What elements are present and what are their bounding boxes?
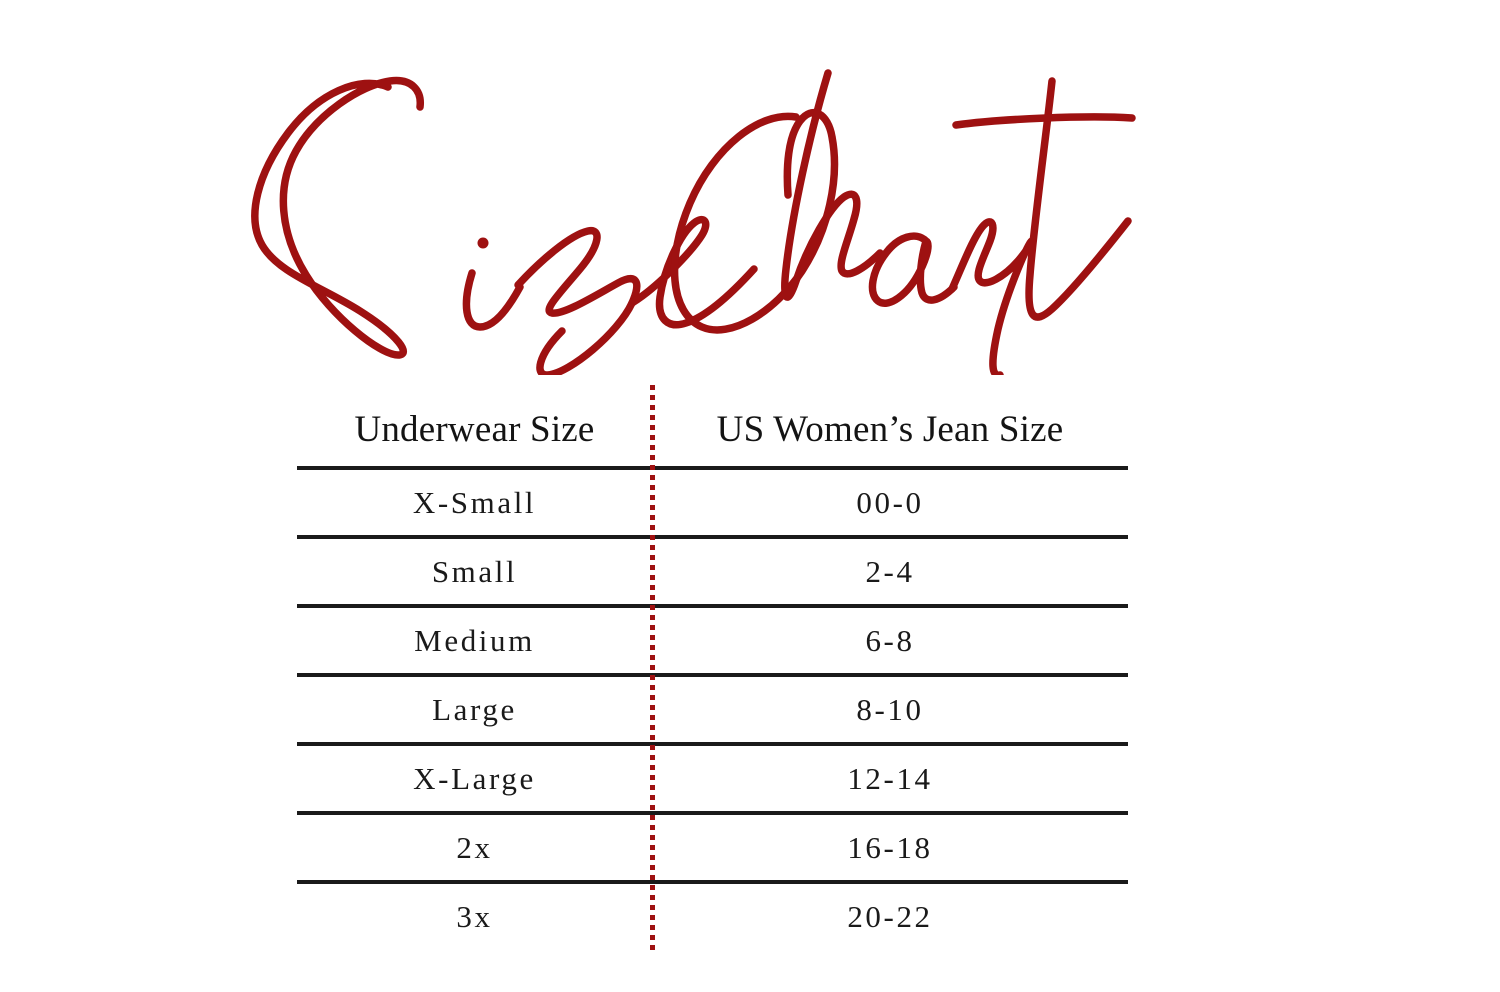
size-chart-table: Underwear Size US Women’s Jean Size X-Sm… xyxy=(297,392,1128,949)
divider-dash xyxy=(650,805,655,810)
cell-underwear-size: X-Large xyxy=(413,761,536,796)
divider-dash xyxy=(650,545,655,550)
divider-dash xyxy=(650,725,655,730)
cell-jean-size: 2-4 xyxy=(865,554,915,589)
divider-dash xyxy=(650,675,655,680)
table-rule xyxy=(297,673,1128,677)
divider-dash xyxy=(650,785,655,790)
divider-dash xyxy=(650,925,655,930)
cell-jean-size: 6-8 xyxy=(865,623,915,658)
table-rule xyxy=(297,604,1128,608)
divider-dash xyxy=(650,485,655,490)
divider-dash xyxy=(650,585,655,590)
divider-dash xyxy=(650,695,655,700)
divider-dash xyxy=(650,665,655,670)
table-header-row: Underwear Size US Women’s Jean Size xyxy=(297,392,1128,466)
divider-dash xyxy=(650,535,655,540)
table-row: Large 8-10 xyxy=(297,677,1128,742)
divider-dash xyxy=(650,775,655,780)
cell-underwear-size: X-Small xyxy=(412,485,537,520)
column-header-jean-size: US Women’s Jean Size xyxy=(716,408,1064,450)
divider-dash xyxy=(650,945,655,950)
divider-dash xyxy=(650,425,655,430)
divider-dash xyxy=(650,495,655,500)
divider-dash xyxy=(650,505,655,510)
table-row: 3x 20-22 xyxy=(297,884,1128,949)
cell-underwear-size: Small xyxy=(431,554,518,589)
divider-dash xyxy=(650,385,655,390)
table-rule xyxy=(297,742,1128,746)
table-rule xyxy=(297,535,1128,539)
divider-dash xyxy=(650,395,655,400)
divider-dash xyxy=(650,555,655,560)
divider-dash xyxy=(650,735,655,740)
divider-dash xyxy=(650,445,655,450)
divider-dash xyxy=(650,755,655,760)
divider-dash xyxy=(650,575,655,580)
divider-dash xyxy=(650,835,655,840)
divider-dash xyxy=(650,845,655,850)
divider-dash xyxy=(650,515,655,520)
divider-dash xyxy=(650,885,655,890)
divider-dash xyxy=(650,745,655,750)
divider-dash xyxy=(650,815,655,820)
divider-dash xyxy=(650,825,655,830)
divider-dash xyxy=(650,655,655,660)
size-chart-script-title xyxy=(251,69,1136,375)
table-row: 2x 16-18 xyxy=(297,815,1128,880)
divider-dash xyxy=(650,595,655,600)
divider-dash xyxy=(650,935,655,940)
divider-dash xyxy=(650,875,655,880)
divider-dash xyxy=(650,635,655,640)
table-row: Small 2-4 xyxy=(297,539,1128,604)
table-row: Medium 6-8 xyxy=(297,608,1128,673)
divider-dash xyxy=(650,615,655,620)
cell-underwear-size: Medium xyxy=(414,623,535,658)
divider-dash xyxy=(650,405,655,410)
divider-dash xyxy=(650,525,655,530)
divider-dash xyxy=(650,685,655,690)
divider-dash xyxy=(650,455,655,460)
cell-jean-size: 12-14 xyxy=(847,761,933,796)
cell-underwear-size: Large xyxy=(432,692,517,727)
table-row: X-Large 12-14 xyxy=(297,746,1128,811)
cell-jean-size: 20-22 xyxy=(847,899,933,934)
divider-dash xyxy=(650,915,655,920)
table-rule xyxy=(297,466,1128,470)
divider-dash xyxy=(650,465,655,470)
cell-jean-size: 00-0 xyxy=(856,485,924,520)
divider-dash xyxy=(650,795,655,800)
divider-dash xyxy=(650,895,655,900)
divider-dash xyxy=(650,605,655,610)
divider-dash xyxy=(650,435,655,440)
divider-dash xyxy=(650,475,655,480)
title-area: Size Chart xyxy=(0,0,1500,380)
cell-underwear-size: 2x xyxy=(456,830,493,865)
divider-dash xyxy=(650,855,655,860)
cell-jean-size: 8-10 xyxy=(856,692,924,727)
column-divider-dotted xyxy=(650,385,655,957)
table-row: X-Small 00-0 xyxy=(297,470,1128,535)
divider-dash xyxy=(650,625,655,630)
table-rule xyxy=(297,811,1128,815)
divider-dash xyxy=(650,765,655,770)
divider-dash xyxy=(650,565,655,570)
cell-jean-size: 16-18 xyxy=(847,830,933,865)
column-header-underwear-size: Underwear Size xyxy=(354,408,595,450)
cell-underwear-size: 3x xyxy=(456,899,493,934)
divider-dash xyxy=(650,705,655,710)
divider-dash xyxy=(650,865,655,870)
divider-dash xyxy=(650,715,655,720)
divider-dash xyxy=(650,415,655,420)
table-rule xyxy=(297,880,1128,884)
divider-dash xyxy=(650,905,655,910)
divider-dash xyxy=(650,645,655,650)
